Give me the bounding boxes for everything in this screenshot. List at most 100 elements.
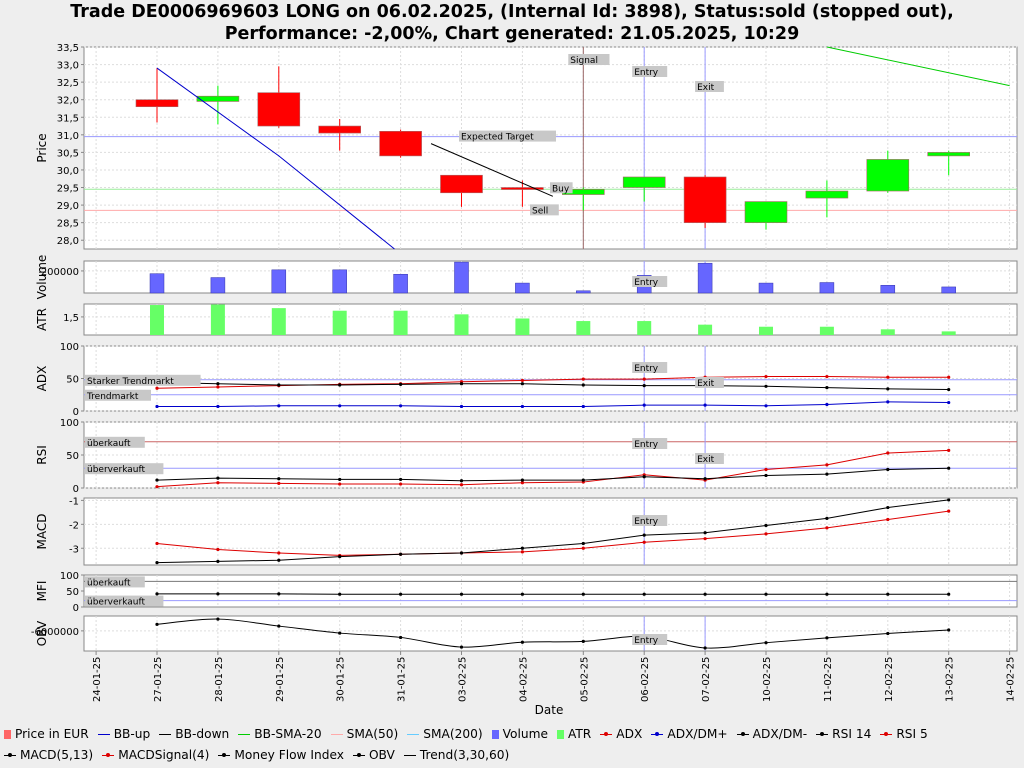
rsi14-line-point (399, 477, 403, 482)
dm-minus-line-point (581, 383, 585, 387)
legend-item: Volume (491, 724, 548, 745)
rsi14-line-point (277, 477, 281, 481)
mfi-line-point (216, 592, 220, 596)
dm-minus-line-point (338, 383, 342, 387)
dm-minus-line-point (947, 387, 951, 392)
legend-swatch (407, 734, 420, 735)
x-axis-tick-label: 14-02-25 (1006, 657, 1017, 702)
price-ytick-label: 31,0 (57, 131, 79, 142)
x-axis-tick-label: 10-02-25 (762, 657, 773, 702)
candle-body (196, 95, 240, 102)
adx-line-point (764, 374, 768, 379)
rsi14-line-point (764, 473, 768, 478)
rsi5-line-point (277, 481, 281, 485)
x-axis-tick-label: 28-01-25 (214, 657, 225, 702)
atr-bar (819, 326, 834, 335)
volume-ytick-label: 200000 (41, 267, 79, 278)
rsi5-line-point (399, 482, 403, 486)
dm-plus-line-point (277, 404, 281, 408)
rsi5-line-point (459, 483, 464, 487)
dm-plus-line-point (703, 403, 707, 407)
legend-item: MACD(5,13) (4, 745, 93, 766)
macd-line-point (825, 516, 829, 520)
legend-label: ADX (616, 727, 643, 741)
dm-minus-line-point (825, 386, 829, 390)
legend-swatch (403, 755, 416, 756)
macd-line-point (886, 505, 890, 510)
atr-bar (576, 321, 591, 335)
x-axis-tick-label: 31-01-25 (397, 657, 408, 702)
price-ytick-label: 28,5 (57, 219, 79, 230)
rsi14-line (156, 467, 949, 482)
price-ytick-label: 29,0 (57, 201, 79, 212)
dm-plus-line-point (459, 404, 464, 409)
atr-bar (759, 326, 773, 335)
legend-swatch (330, 734, 343, 735)
adx-line-point (520, 378, 525, 383)
exit-annotation: Exit (697, 83, 715, 93)
obv-line-point (155, 622, 159, 626)
candle-body (135, 99, 179, 108)
mfi-ytick-label: 0 (73, 603, 79, 614)
rsi14-line-point (947, 466, 951, 470)
rsi5-line-point (947, 448, 951, 452)
mfi-panel-bg (83, 574, 1018, 608)
adx-line-point (216, 385, 220, 389)
rsi14-line-point (825, 472, 829, 476)
rsi-panel-ylabel: RSI (35, 445, 49, 465)
volume-panel-bg (83, 260, 1018, 294)
macd-line-point (764, 523, 768, 528)
legend-swatch (238, 734, 251, 735)
legend-label: ADX/DM- (752, 727, 808, 741)
macd-line (156, 499, 949, 564)
macd-signal-line-point (886, 517, 890, 522)
volume-bar (515, 282, 530, 294)
macd-signal-line-point (703, 537, 707, 541)
rsi-exit-annotation: Exit (697, 455, 715, 465)
adx-ytick-label: 0 (73, 407, 79, 418)
obv-line-point (581, 639, 585, 643)
atr-bar (393, 310, 408, 335)
obv-line-point (338, 631, 342, 635)
signal-annotation-bg (568, 54, 610, 65)
bb-up-line (156, 67, 395, 250)
mfi-line-point (338, 592, 342, 596)
candle-body (927, 152, 971, 157)
rsi14-line-point (216, 476, 220, 480)
volume-entry-annotation: Entry (634, 278, 659, 288)
atr-bar (271, 308, 286, 335)
price-ytick-label: 28,0 (57, 236, 79, 247)
candle-body (318, 125, 362, 134)
macd-line-point (277, 558, 281, 562)
adx-line-point (825, 374, 829, 379)
trend-line (430, 143, 554, 197)
macd-entry-annotation-bg (632, 515, 668, 526)
rsi14-line-point (581, 478, 585, 482)
atr-bar (454, 314, 469, 335)
legend-label: SMA(50) (346, 727, 399, 741)
candle-body (683, 176, 727, 223)
rsi-overbought-label-bg (85, 436, 145, 448)
obv-line-point (764, 641, 768, 645)
legend-swatch (218, 753, 231, 757)
price-ytick-label: 32,5 (57, 78, 79, 89)
buy-annotation: Buy (552, 184, 570, 194)
obv-line-point (399, 635, 403, 640)
legend-item: Trend(3,30,60) (403, 745, 509, 766)
rsi14-line-point (886, 467, 890, 472)
legend-swatch (102, 753, 115, 757)
dm-minus-line-point (459, 382, 464, 386)
dm-minus-line-point (886, 387, 890, 391)
volume-bar (758, 282, 774, 294)
legend-swatch (816, 732, 829, 736)
rsi5-line (156, 449, 949, 488)
price-ytick-label: 33,0 (57, 61, 79, 72)
adx-strong-label-bg (85, 374, 201, 386)
atr-bar (150, 305, 164, 335)
legend-label: RSI 5 (896, 727, 928, 741)
mfi-panel-ylabel: MFI (35, 581, 49, 602)
atr-panel-ylabel: ATR (35, 308, 49, 331)
volume-bar (149, 273, 165, 294)
legend-swatch (4, 730, 11, 739)
macd-signal-line-point (216, 547, 220, 552)
